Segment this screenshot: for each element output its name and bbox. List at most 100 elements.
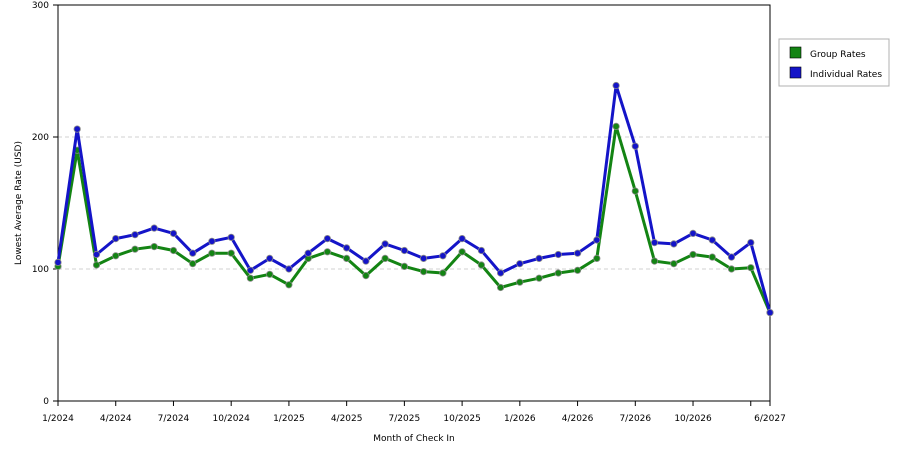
data-point-group-rates [439,269,447,277]
legend: Group Rates Individual Rates [778,38,890,87]
data-point-individual-rates [304,249,312,257]
data-point-group-rates [342,254,351,262]
data-point-individual-rates [554,250,562,259]
data-point-group-rates [381,254,389,262]
legend-label-group-rates: Group Rates [810,50,866,60]
data-point-group-rates [400,262,408,270]
x-tick-label: 10/2025 [443,414,480,424]
data-point-group-rates [208,249,216,257]
series-line-group-rates [56,124,772,314]
data-point-individual-rates [73,125,81,133]
data-point-group-rates [227,249,235,257]
data-point-individual-rates [400,246,408,255]
data-point-individual-rates [573,249,582,257]
x-tick-label: 1/2024 [42,414,74,424]
data-point-group-rates [169,246,178,255]
x-axis-title: Month of Check In [373,434,455,444]
data-point-group-rates [112,252,120,260]
legend-swatch-group-rates [789,46,802,59]
plot-frame [57,4,771,402]
data-point-individual-rates [131,231,139,239]
x-tick-label: 4/2024 [100,414,132,424]
data-point-individual-rates [766,308,774,317]
data-point-individual-rates [496,269,505,277]
data-point-group-rates [612,122,620,131]
data-point-individual-rates [285,265,293,273]
series-group-rates [54,122,774,317]
data-point-group-rates [535,274,543,282]
data-point-group-rates [458,248,466,256]
data-point-group-rates [554,269,562,277]
legend-label-individual-rates: Individual Rates [810,70,882,80]
series-layer [54,81,774,317]
data-point-group-rates [266,270,274,278]
x-tick-label: 7/2026 [619,414,651,424]
x-tick-label: 4/2025 [331,414,363,424]
data-point-group-rates [650,257,659,265]
series-line-individual-rates [56,84,772,313]
data-point-individual-rates [362,257,370,265]
data-point-individual-rates [112,235,120,243]
data-point-group-rates [573,266,582,274]
x-tick-label: 10/2026 [674,414,712,424]
data-point-individual-rates [689,229,697,237]
y-tick-label: 300 [32,1,49,11]
data-point-individual-rates [419,254,428,262]
data-point-individual-rates [727,253,736,261]
y-tick-label: 100 [32,265,49,275]
y-tick-label: 200 [32,133,49,143]
data-point-group-rates [246,274,254,282]
data-point-individual-rates [670,240,678,248]
x-tick-label: 1/2026 [504,414,536,424]
x-tick-label: 1/2025 [273,414,305,424]
data-point-individual-rates [208,237,216,245]
data-point-individual-rates [266,254,274,262]
data-point-group-rates [477,261,485,269]
data-point-group-rates [150,243,158,251]
axes: 0 100 200 300 1/2024 4/2024 7/2024 10/2024 1/202… [32,1,786,424]
data-point-individual-rates [342,244,351,252]
data-point-group-rates [131,245,139,253]
data-point-individual-rates [227,233,235,241]
data-point-individual-rates [477,246,485,255]
data-point-individual-rates [323,235,331,243]
data-point-individual-rates [189,249,197,257]
data-point-individual-rates [516,260,524,268]
data-point-individual-rates [650,239,659,247]
x-tick-label: 6/2027 [754,414,786,424]
legend-swatch-individual-rates [789,66,802,79]
data-point-individual-rates [54,258,62,266]
data-point-individual-rates [246,266,254,274]
data-point-group-rates [631,187,639,195]
data-point-group-rates [362,271,370,280]
series-individual-rates [54,81,774,317]
data-point-group-rates [189,260,197,268]
data-point-group-rates [92,261,101,269]
x-tick-label: 7/2025 [389,414,421,424]
data-point-individual-rates [535,254,543,262]
data-point-group-rates [708,253,716,261]
x-tick-label: 10/2024 [212,414,250,424]
data-point-group-rates [419,267,428,276]
data-point-individual-rates [631,142,639,150]
data-point-individual-rates [593,236,601,244]
data-point-individual-rates [439,252,447,260]
data-point-group-rates [323,248,331,256]
data-point-individual-rates [708,236,716,244]
data-point-group-rates [593,254,601,262]
data-point-group-rates [727,265,736,273]
y-tick-label: 0 [43,397,49,407]
data-point-individual-rates [150,224,158,232]
data-point-group-rates [689,250,697,259]
data-point-individual-rates [612,81,620,90]
data-point-individual-rates [92,250,101,259]
data-point-group-rates [747,264,755,272]
x-tick-label: 7/2024 [158,414,190,424]
data-point-group-rates [516,278,524,286]
data-point-individual-rates [458,235,466,243]
y-axis-title: Lowest Average Rate (USD) [14,141,24,265]
data-point-individual-rates [381,240,389,248]
data-point-group-rates [496,283,505,292]
